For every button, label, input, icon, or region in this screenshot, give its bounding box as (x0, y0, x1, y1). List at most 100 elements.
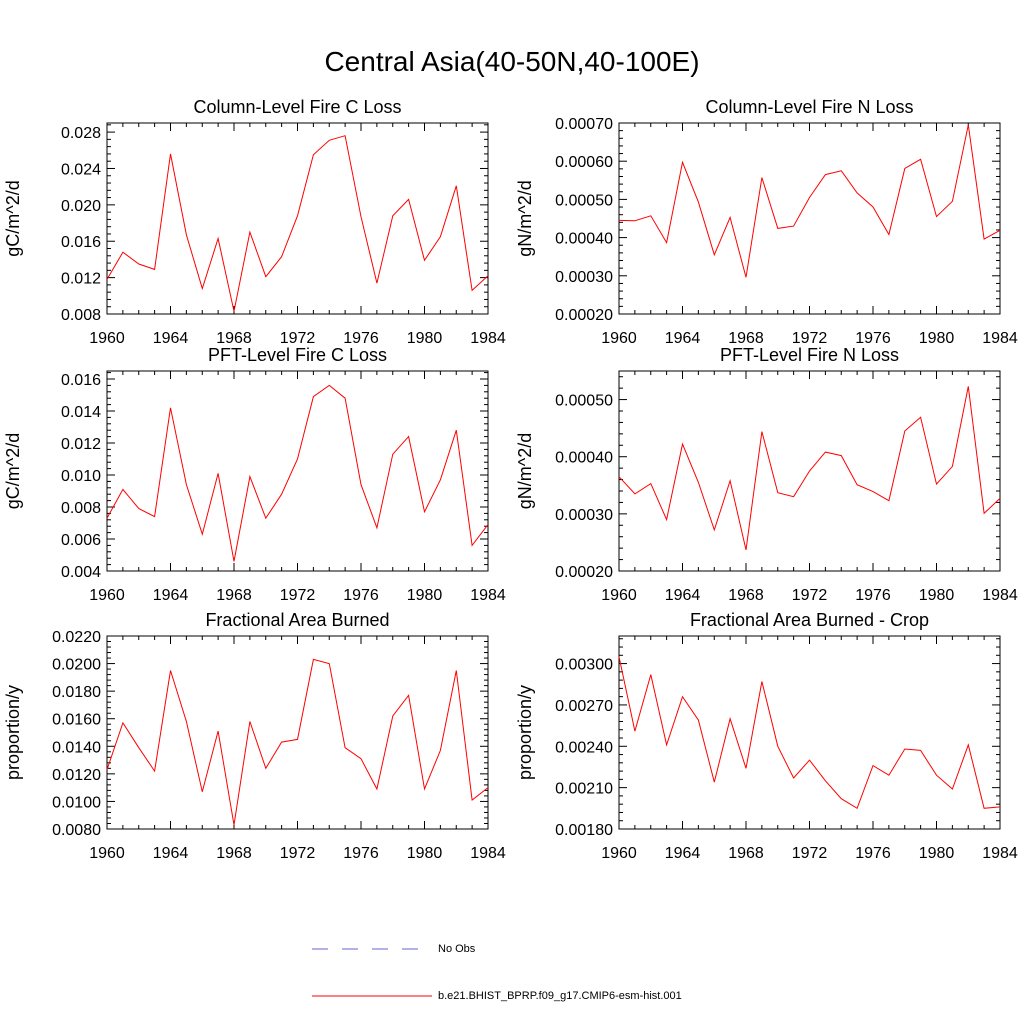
y-tick-label: 0.0080 (52, 822, 101, 839)
x-tick-label: 1972 (792, 587, 828, 604)
y-tick-label: 0.012 (61, 271, 101, 288)
y-tick-label: 0.010 (61, 468, 101, 485)
x-tick-label: 1968 (728, 330, 764, 347)
y-tick-label: 0.00240 (555, 739, 613, 756)
x-tick-label: 1964 (665, 330, 701, 347)
y-tick-label: 0.00020 (555, 564, 613, 581)
panel-title: Fractional Area Burned - Crop (690, 610, 929, 630)
x-tick-label: 1960 (601, 845, 637, 862)
series-line (106, 135, 489, 312)
x-tick-label: 1976 (855, 330, 891, 347)
y-tick-label: 0.00020 (555, 307, 613, 324)
x-tick-label: 1980 (407, 845, 443, 862)
x-tick-label: 1984 (470, 587, 506, 604)
x-tick-label: 1972 (792, 330, 828, 347)
plot-frame-1 (106, 122, 489, 315)
x-tick-label: 1984 (470, 845, 506, 862)
y-tick-label: 0.016 (61, 372, 101, 389)
x-tick-label: 1960 (89, 845, 125, 862)
y-tick-label: 0.00210 (555, 781, 613, 798)
panel-title: Column-Level Fire C Loss (193, 97, 401, 117)
x-tick-label: 1960 (89, 330, 125, 347)
x-tick-label: 1968 (216, 845, 252, 862)
x-tick-label: 1964 (153, 330, 189, 347)
x-tick-label: 1968 (728, 845, 764, 862)
legend-no-obs-swatch (312, 948, 424, 950)
panel-title: Column-Level Fire N Loss (705, 97, 913, 117)
y-axis-label: gN/m^2/d (515, 433, 535, 509)
x-tick-label: 1980 (407, 587, 443, 604)
y-tick-label: 0.008 (61, 307, 101, 324)
x-tick-label: 1980 (919, 587, 955, 604)
x-tick-label: 1964 (153, 587, 189, 604)
legend-model-label: b.e21.BHIST_BPRP.f09_g17.CMIP6-esm-hist.… (438, 990, 682, 1002)
x-tick-label: 1984 (982, 845, 1018, 862)
y-tick-label: 0.0180 (52, 684, 101, 701)
y-tick-label: 0.00270 (555, 698, 613, 715)
y-tick-label: 0.00300 (555, 657, 613, 674)
plot-frame-2 (618, 122, 1001, 315)
y-tick-label: 0.0200 (52, 657, 101, 674)
y-tick-label: 0.0220 (52, 629, 101, 646)
x-tick-label: 1976 (343, 845, 379, 862)
y-tick-label: 0.0140 (52, 739, 101, 756)
x-tick-label: 1960 (601, 330, 637, 347)
panel-title: Fractional Area Burned (205, 610, 389, 630)
y-tick-label: 0.0100 (52, 794, 101, 811)
y-tick-label: 0.00180 (555, 822, 613, 839)
y-tick-label: 0.008 (61, 500, 101, 517)
y-axis-label: gN/m^2/d (515, 180, 535, 256)
y-tick-label: 0.004 (61, 564, 101, 581)
series-line (618, 386, 1001, 551)
y-tick-label: 0.006 (61, 532, 101, 549)
x-tick-label: 1972 (280, 845, 316, 862)
y-tick-label: 0.020 (61, 198, 101, 215)
y-tick-label: 0.0160 (52, 712, 101, 729)
y-tick-label: 0.00040 (555, 231, 613, 248)
plot-frame-5 (106, 635, 489, 830)
x-tick-label: 1972 (280, 587, 316, 604)
y-axis-label: proportion/y (3, 685, 23, 780)
y-tick-label: 0.00040 (555, 450, 613, 467)
x-tick-label: 1980 (407, 330, 443, 347)
x-tick-label: 1976 (343, 587, 379, 604)
y-tick-label: 0.00060 (555, 154, 613, 171)
panel-title: PFT-Level Fire N Loss (720, 345, 899, 365)
plot-frame-6 (618, 635, 1001, 830)
y-tick-label: 0.028 (61, 125, 101, 142)
x-tick-label: 1968 (728, 587, 764, 604)
legend-no-obs-label: No Obs (438, 943, 476, 955)
x-tick-label: 1972 (280, 330, 316, 347)
x-tick-label: 1984 (470, 330, 506, 347)
plot-frame-3 (106, 370, 489, 572)
x-tick-label: 1976 (343, 330, 379, 347)
x-tick-label: 1964 (665, 587, 701, 604)
x-tick-label: 1972 (792, 845, 828, 862)
y-tick-label: 0.0120 (52, 767, 101, 784)
page-title: Central Asia(40-50N,40-100E) (324, 46, 700, 77)
x-tick-label: 1976 (855, 587, 891, 604)
x-tick-label: 1976 (855, 845, 891, 862)
series-line (106, 384, 489, 562)
y-tick-label: 0.016 (61, 234, 101, 251)
y-tick-label: 0.00070 (555, 116, 613, 133)
y-axis-label: gC/m^2/d (3, 180, 23, 256)
x-tick-label: 1980 (919, 845, 955, 862)
series-line (618, 656, 1001, 810)
y-tick-label: 0.012 (61, 436, 101, 453)
legend-model-swatch (312, 995, 432, 997)
x-tick-label: 1960 (601, 587, 637, 604)
y-axis-label: gC/m^2/d (3, 433, 23, 509)
y-tick-label: 0.00030 (555, 269, 613, 286)
x-tick-label: 1960 (89, 587, 125, 604)
series-line (106, 658, 489, 825)
x-tick-label: 1984 (982, 587, 1018, 604)
y-tick-label: 0.00050 (555, 192, 613, 209)
y-axis-label: proportion/y (515, 685, 535, 780)
x-tick-label: 1968 (216, 330, 252, 347)
x-tick-label: 1968 (216, 587, 252, 604)
y-tick-label: 0.00050 (555, 393, 613, 410)
x-tick-label: 1980 (919, 330, 955, 347)
panel-title: PFT-Level Fire C Loss (208, 345, 387, 365)
y-tick-label: 0.014 (61, 404, 101, 421)
